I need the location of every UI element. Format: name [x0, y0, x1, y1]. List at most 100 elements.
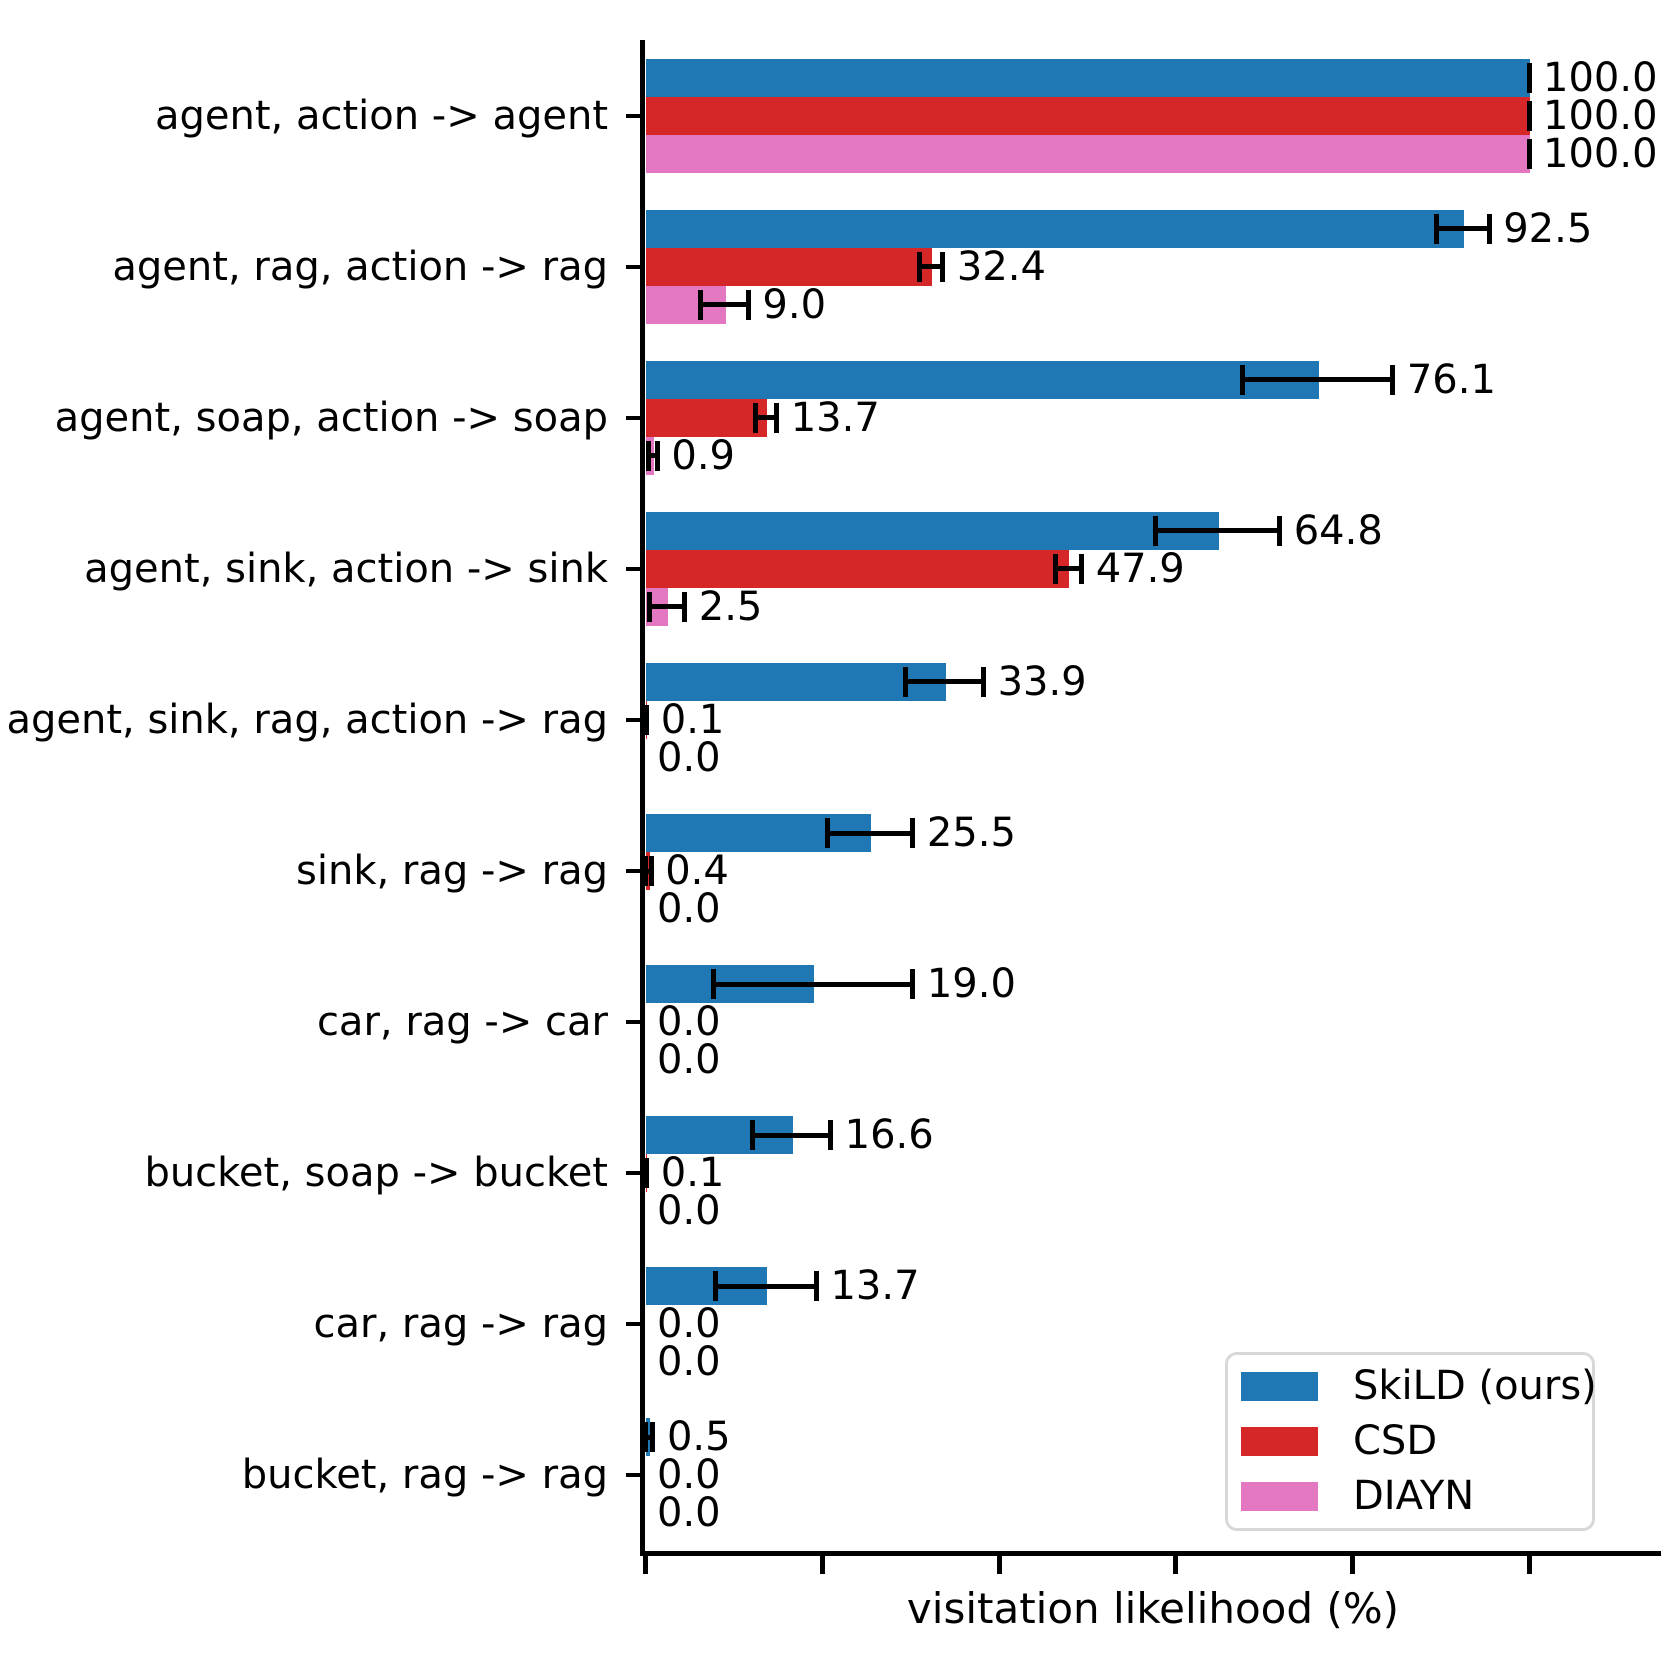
x-tick	[1173, 1556, 1179, 1574]
bar-csd	[646, 96, 1530, 135]
value-label: 64.8	[1293, 507, 1383, 554]
error-cap	[650, 1422, 656, 1453]
y-axis-spine	[640, 40, 645, 1556]
value-label: 0.1	[660, 1150, 725, 1197]
bar-skild-ours-	[646, 662, 946, 701]
error-bar	[1055, 566, 1082, 572]
y-tick	[626, 566, 640, 571]
error-cap	[643, 856, 649, 887]
value-label: 19.0	[926, 961, 1016, 1008]
legend-label: CSD	[1353, 1418, 1438, 1464]
error-cap	[825, 818, 831, 849]
error-cap	[750, 1120, 756, 1151]
bar-skild-ours-	[646, 209, 1464, 248]
error-bar	[919, 264, 943, 270]
value-label: 16.6	[844, 1112, 934, 1159]
value-label: 0.0	[657, 886, 721, 933]
legend-label: SkiLD (ours)	[1353, 1363, 1597, 1409]
error-bar	[645, 1434, 653, 1440]
category-label: bucket, soap -> bucket	[144, 1150, 608, 1197]
legend-swatch-csd	[1241, 1427, 1318, 1456]
error-cap	[646, 591, 652, 622]
error-cap	[644, 704, 650, 735]
value-label: 92.5	[1503, 205, 1593, 252]
legend-swatch-diayn	[1241, 1482, 1318, 1511]
error-bar	[827, 830, 913, 836]
value-label: 0.0	[657, 999, 721, 1046]
category-label: car, rag -> rag	[313, 1301, 608, 1348]
error-cap	[1240, 364, 1246, 395]
error-bar	[752, 1132, 831, 1138]
error-cap	[1153, 515, 1159, 546]
value-label: 33.9	[997, 658, 1087, 705]
category-label: sink, rag -> rag	[296, 848, 608, 895]
error-cap	[1433, 213, 1439, 244]
value-label: 0.0	[657, 1339, 721, 1386]
value-label: 32.4	[956, 243, 1046, 290]
category-label: car, rag -> car	[316, 999, 608, 1046]
error-bar	[1155, 528, 1280, 534]
value-label: 76.1	[1406, 356, 1496, 403]
x-tick	[1527, 1556, 1532, 1574]
y-tick	[626, 415, 640, 420]
error-bar	[715, 1283, 817, 1289]
error-cap	[917, 251, 923, 282]
category-label: agent, action -> agent	[154, 92, 608, 139]
error-cap	[646, 440, 652, 471]
error-cap	[648, 856, 654, 887]
bar-csd	[646, 398, 768, 437]
bar-skild-ours-	[646, 511, 1219, 550]
category-label: agent, rag, action -> rag	[112, 243, 608, 290]
value-label: 0.0	[657, 734, 721, 781]
x-axis-spine	[640, 1551, 1661, 1556]
y-tick	[626, 1473, 640, 1478]
value-label: 0.1	[660, 696, 725, 743]
error-cap	[1079, 553, 1085, 584]
bar-skild-ours-	[646, 360, 1319, 399]
error-cap	[1486, 213, 1492, 244]
value-label: 100.0	[1543, 54, 1658, 101]
error-bar	[648, 453, 658, 459]
category-label: agent, sink, action -> sink	[84, 545, 608, 592]
value-label: 100.0	[1543, 130, 1658, 177]
error-cap	[643, 1422, 649, 1453]
value-label: 0.0	[657, 1452, 721, 1499]
value-label: 100.0	[1543, 92, 1658, 139]
error-bar	[755, 415, 777, 421]
error-cap	[710, 969, 716, 1000]
error-cap	[713, 1271, 719, 1302]
error-cap	[774, 402, 780, 433]
error-cap	[745, 289, 751, 320]
bar-skild-ours-	[646, 58, 1530, 97]
y-tick	[626, 264, 640, 269]
error-cap	[682, 591, 688, 622]
error-cap	[903, 666, 909, 697]
error-cap	[1390, 364, 1396, 395]
error-cap	[753, 402, 758, 433]
error-bar	[1436, 226, 1490, 232]
value-label: 25.5	[926, 810, 1016, 857]
error-cap	[1052, 553, 1058, 584]
x-tick	[643, 1556, 648, 1574]
error-cap	[940, 251, 946, 282]
x-axis-label: visitation likelihood (%)	[906, 1584, 1400, 1633]
bar-csd	[646, 247, 933, 286]
value-label: 0.0	[657, 1188, 721, 1235]
y-tick	[626, 113, 640, 118]
error-cap	[910, 818, 916, 849]
error-bar	[713, 981, 913, 987]
error-cap	[698, 289, 704, 320]
y-tick	[626, 1020, 640, 1025]
y-tick	[626, 869, 640, 874]
value-label: 0.9	[671, 432, 735, 479]
error-cap	[828, 1120, 834, 1151]
value-label: 0.4	[665, 848, 729, 895]
error-cap	[1277, 515, 1283, 546]
category-label: agent, sink, rag, action -> rag	[6, 696, 608, 743]
category-label: bucket, rag -> rag	[241, 1452, 608, 1499]
error-cap	[910, 969, 916, 1000]
value-label: 0.0	[657, 1037, 721, 1084]
value-label: 0.5	[666, 1414, 731, 1461]
error-bar	[700, 302, 749, 308]
